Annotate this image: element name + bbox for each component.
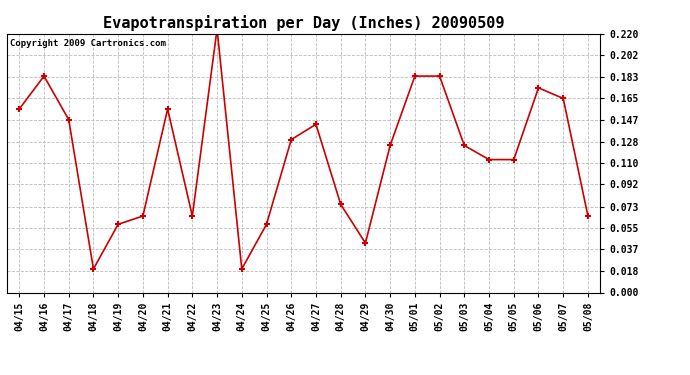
Text: Copyright 2009 Cartronics.com: Copyright 2009 Cartronics.com (10, 39, 166, 48)
Title: Evapotranspiration per Day (Inches) 20090509: Evapotranspiration per Day (Inches) 2009… (103, 15, 504, 31)
